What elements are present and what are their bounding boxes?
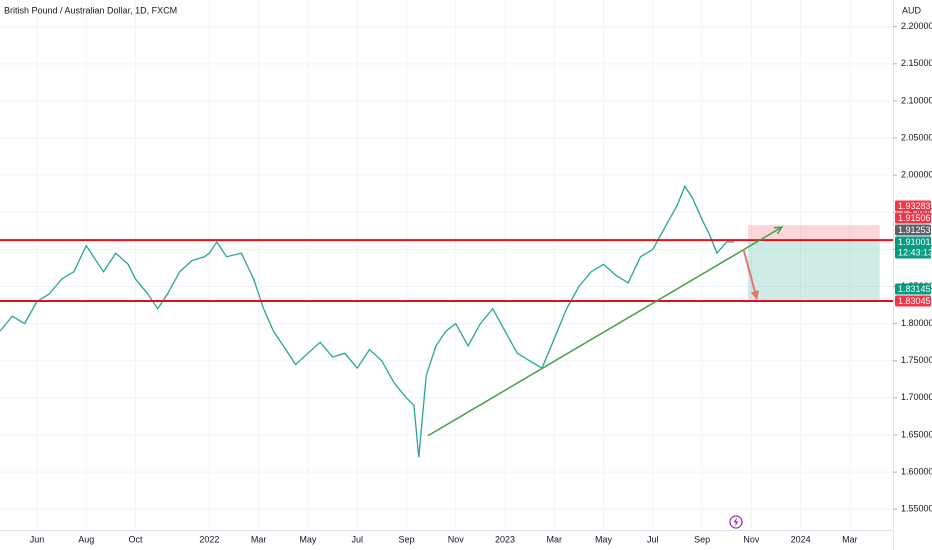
y-tick-label: 2.00000 — [901, 170, 932, 180]
x-tick-label: Nov — [743, 534, 760, 544]
x-tick-label: Mar — [251, 534, 267, 544]
y-tick-label: 1.65000 — [901, 429, 932, 439]
x-tick-label: Jun — [30, 534, 45, 544]
y-tick-label: 2.10000 — [901, 95, 932, 105]
x-tick-label: May — [595, 534, 613, 544]
y-tick-label: 1.80000 — [901, 318, 932, 328]
y-tick-label: 2.15000 — [901, 58, 932, 68]
price-label-bg — [895, 283, 931, 295]
x-tick-label: Nov — [448, 534, 465, 544]
price-label-bg — [895, 295, 931, 307]
trend-arrowhead — [773, 226, 784, 235]
price-label-bg — [895, 212, 931, 224]
x-tick-label: 2024 — [791, 534, 811, 544]
countdown: 12:43:13 — [898, 247, 932, 257]
price-label: 1.91506 — [898, 213, 931, 223]
price-label: 1.91001 — [898, 237, 931, 247]
price-label-bg — [895, 200, 931, 212]
x-tick-label: May — [299, 534, 317, 544]
price-line — [0, 184, 735, 458]
event-icon[interactable] — [729, 515, 743, 529]
arrow — [742, 249, 758, 299]
x-tick-label: Mar — [842, 534, 858, 544]
trend-line — [427, 226, 783, 437]
x-tick-label: 2023 — [495, 534, 515, 544]
y-tick-label: 1.70000 — [901, 392, 932, 402]
y-tick-label: 2.05000 — [901, 132, 932, 142]
price-label: 1.91253 — [898, 225, 931, 235]
currency[interactable]: AUD — [902, 5, 922, 15]
y-tick-label: 1.95000 — [901, 207, 932, 217]
target-zone — [747, 240, 880, 301]
price-label: 1.83045 — [898, 296, 931, 306]
x-tick-label: Sep — [694, 534, 710, 544]
price-label-bg — [895, 236, 931, 259]
y-tick-label: 1.75000 — [901, 355, 932, 365]
y-tick-label: 1.60000 — [901, 466, 932, 476]
stop-zone — [747, 225, 880, 241]
x-tick-label: 2022 — [199, 534, 219, 544]
arrowhead — [750, 290, 759, 301]
chart-title: British Pound / Australian Dollar, 1D, F… — [4, 5, 177, 15]
grid — [0, 0, 893, 530]
y-tick-label: 2.20000 — [901, 21, 932, 31]
price-label: 1.83145 — [898, 284, 931, 294]
x-tick-label: Mar — [547, 534, 563, 544]
x-tick-label: Jul — [647, 534, 659, 544]
y-tick-label: 1.55000 — [901, 504, 932, 514]
x-tick-label: Jul — [351, 534, 363, 544]
price-label: 1.93283 — [898, 201, 931, 211]
x-tick-label: Aug — [78, 534, 94, 544]
price-label-bg — [895, 224, 931, 236]
x-tick-label: Sep — [398, 534, 414, 544]
x-tick-label: Oct — [128, 534, 143, 544]
